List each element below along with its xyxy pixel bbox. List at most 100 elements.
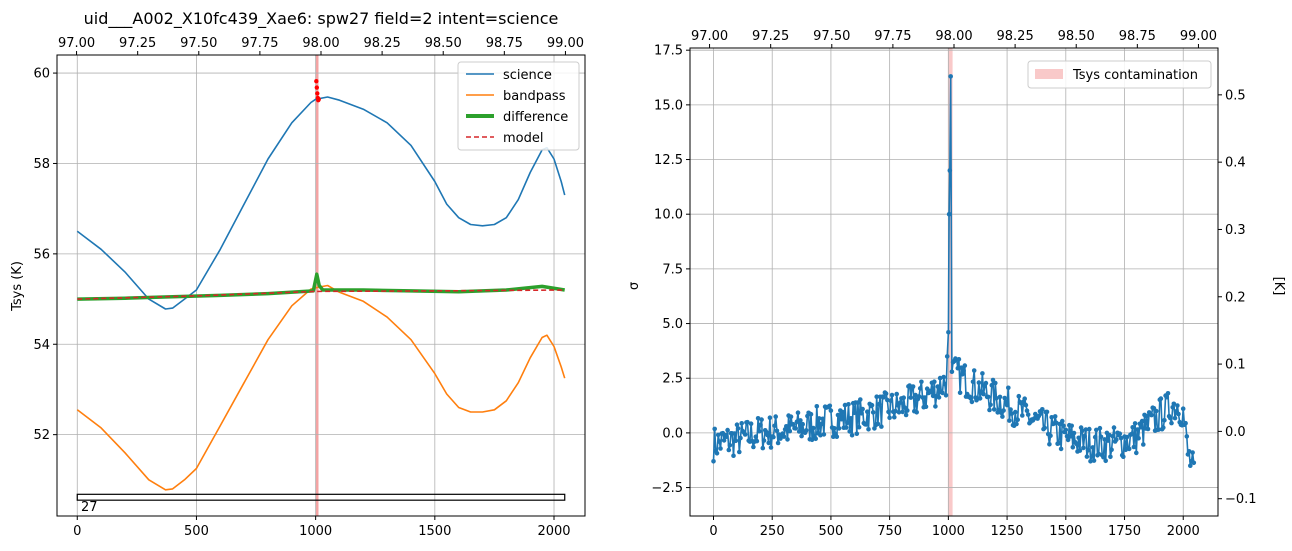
- sigma-point: [1132, 421, 1138, 426]
- sigma-point: [869, 402, 875, 408]
- sigma-point: [947, 168, 953, 173]
- sigma-point: [819, 421, 824, 427]
- sigma-point: [793, 426, 798, 431]
- sigma-point: [1107, 432, 1112, 438]
- legend-label-model: model: [503, 131, 543, 146]
- sigma-point: [714, 451, 720, 456]
- sigma-point: [928, 389, 933, 395]
- sigma-point: [1138, 425, 1144, 430]
- sigma-point: [1134, 450, 1139, 456]
- sigma-point: [971, 368, 977, 373]
- sigma-point: [865, 409, 870, 415]
- sigma-point: [796, 429, 802, 434]
- sigma-point: [1024, 408, 1030, 414]
- left-top-tick-label-99-00: 99.00: [547, 36, 584, 51]
- sigma-point: [1004, 402, 1010, 408]
- sigma-point: [1049, 415, 1054, 420]
- sigma-point: [888, 398, 894, 404]
- left-highlight-band: [315, 55, 319, 516]
- right-top-tick-label-98-00: 98.00: [935, 29, 972, 44]
- left-top-tick-label-98-75: 98.75: [486, 36, 523, 51]
- sigma-point: [1077, 448, 1083, 453]
- series-science: [76, 96, 566, 310]
- sigma-point: [1126, 446, 1132, 452]
- sigma-point: [994, 396, 999, 401]
- sigma-point: [896, 410, 902, 415]
- sigma-point: [1105, 438, 1111, 443]
- sigma-point: [813, 436, 818, 442]
- left-legend: science bandpass difference model: [457, 61, 580, 151]
- sigma-point: [751, 444, 756, 450]
- sigma-point: [794, 419, 800, 425]
- sigma-point: [1183, 420, 1188, 426]
- sigma-point: [836, 426, 842, 431]
- sigma-point: [1184, 434, 1190, 439]
- sigma-point: [1007, 418, 1012, 423]
- sigma-point: [1165, 391, 1171, 396]
- sigma-point: [742, 432, 748, 437]
- sigma-point: [987, 407, 992, 413]
- left-x-tick-label-1000: 1000: [299, 524, 332, 539]
- sigma-point: [1079, 428, 1085, 433]
- sigma-point: [1108, 454, 1113, 460]
- right-axes-frame: [689, 47, 1219, 517]
- sigma-point: [917, 386, 923, 391]
- right-y-tick-label-17-5: 17.5: [654, 44, 683, 59]
- sigma-point: [718, 446, 723, 451]
- sigma-series-line: [712, 75, 1195, 467]
- sigma-point: [832, 426, 837, 431]
- sigma-point: [948, 74, 953, 79]
- sigma-point: [1040, 407, 1045, 412]
- sigma-point: [712, 426, 717, 432]
- sigma-point: [946, 211, 952, 217]
- sigma-point: [737, 449, 742, 455]
- sigma-point: [1068, 434, 1073, 439]
- sigma-point: [1047, 442, 1052, 447]
- right-right-tick-label-0-1: 0.1: [1225, 358, 1246, 373]
- sigma-point: [834, 434, 840, 440]
- sigma-point: [753, 434, 759, 440]
- sigma-point: [1156, 427, 1161, 432]
- left-top-ticks: 97.00 97.25 97.50 97.75 98.00 98.25 98.50 98.75…: [58, 36, 584, 55]
- left-x-tick-label-1500: 1500: [418, 524, 451, 539]
- sigma-point: [983, 380, 989, 386]
- sigma-point: [843, 425, 849, 430]
- sigma-point: [1074, 441, 1079, 447]
- left-spw-box: [76, 493, 566, 501]
- sigma-point: [976, 380, 982, 385]
- left-legend-frame: [457, 61, 580, 151]
- right-x-tick-label-1000: 1000: [932, 524, 965, 539]
- sigma-point: [1121, 454, 1126, 460]
- sigma-point: [1061, 423, 1066, 429]
- left-spw-label: 27: [81, 500, 98, 515]
- sigma-point: [922, 395, 928, 400]
- sigma-point: [1048, 433, 1053, 439]
- sigma-point: [1092, 434, 1098, 440]
- sigma-point: [937, 375, 943, 381]
- red-point: [314, 85, 320, 90]
- left-y-tick-label-58: 58: [33, 157, 50, 172]
- sigma-point: [711, 459, 716, 464]
- sigma-point: [745, 419, 750, 425]
- sigma-point: [845, 420, 850, 426]
- left-top-tick-label-97-75: 97.75: [241, 36, 278, 51]
- sigma-point: [1020, 413, 1025, 418]
- right-right-tick-label-0-3: 0.3: [1225, 223, 1246, 238]
- sigma-point: [839, 416, 844, 422]
- right-top-tick-label-98-25: 98.25: [997, 29, 1034, 44]
- left-x-tick-label-0: 0: [73, 524, 81, 539]
- left-y-tick-label-56: 56: [33, 247, 50, 262]
- legend-label-bandpass: bandpass: [503, 89, 566, 104]
- sigma-point: [1088, 459, 1093, 464]
- sigma-point: [1191, 460, 1197, 466]
- sigma-point: [781, 434, 787, 439]
- left-chart-title: uid___A002_X10fc439_Xae6: spw27 field=2 …: [84, 9, 559, 29]
- sigma-point: [821, 432, 827, 437]
- sigma-point: [811, 425, 816, 431]
- right-top-tick-label-97-00: 97.00: [691, 29, 728, 44]
- sigma-point: [859, 411, 864, 416]
- sigma-point: [760, 445, 766, 451]
- right-right-tick-label-0-0: 0.0: [1225, 425, 1246, 440]
- sigma-point: [818, 432, 823, 438]
- right-top-ticks: 97.00 97.25 97.50 97.75 98.00 98.25 98.50 98.75…: [691, 29, 1217, 48]
